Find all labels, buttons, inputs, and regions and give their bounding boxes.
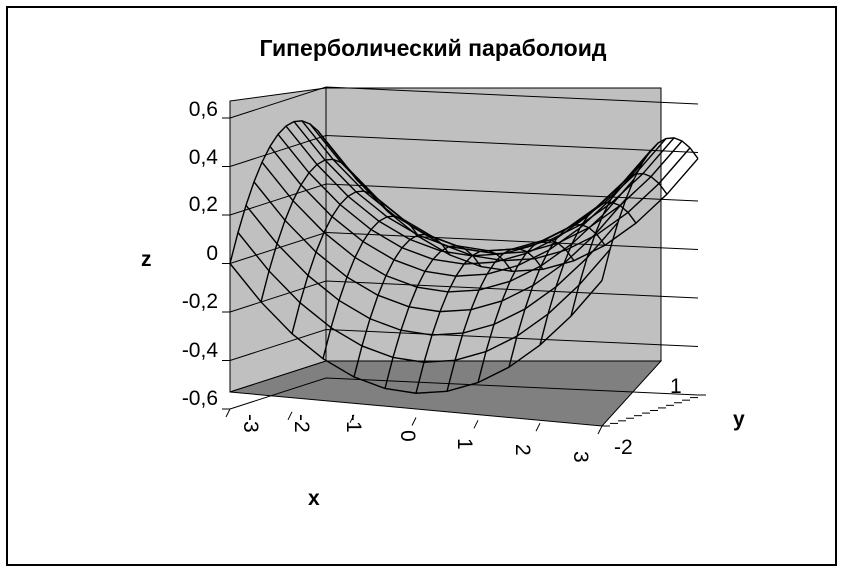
x-tick <box>597 425 603 435</box>
y-tick-label: -2 <box>614 436 633 459</box>
x-tick-labels: -3 -2 -1 0 1 2 3 <box>239 414 592 463</box>
mesh-line-y <box>415 249 513 394</box>
floor <box>229 360 663 427</box>
z-tick-label: 0,4 <box>189 146 219 169</box>
surface-mesh <box>229 120 699 394</box>
x-tick <box>473 420 479 429</box>
x-tick-label: 3 <box>569 451 592 463</box>
gridline <box>229 377 699 410</box>
mesh-line-y <box>477 239 575 383</box>
x-tick-label: -2 <box>290 414 313 433</box>
mesh-line-y <box>570 172 668 317</box>
z-tick-labels: 0,6 0,4 0,2 0 -0,2 -0,4 -0,6 <box>182 98 219 410</box>
mesh-line-y <box>601 137 699 281</box>
z-tick-label: 0 <box>206 242 218 265</box>
mesh-line-y <box>508 223 606 368</box>
z-tick-label: 0,6 <box>189 98 218 121</box>
x-tick <box>349 414 355 423</box>
x-tick-label: -1 <box>342 414 365 433</box>
x-tick-label: 1 <box>453 438 476 450</box>
mesh-line-y <box>384 245 482 389</box>
gridline <box>229 183 699 216</box>
mesh-line-y <box>353 233 451 378</box>
z-gridlines <box>229 86 699 410</box>
x-tick <box>225 408 231 418</box>
x-tick <box>411 417 417 426</box>
y-tick-marks <box>602 394 706 427</box>
gridline <box>229 231 699 264</box>
mesh-line-y <box>260 158 358 303</box>
gridline <box>229 86 699 119</box>
mesh-line-y <box>539 201 637 346</box>
gridline <box>229 280 699 313</box>
chart-title: Гиперболический параболоид <box>260 35 607 61</box>
gridline <box>229 134 699 167</box>
z-tick-label: -0,6 <box>182 387 218 410</box>
gridline <box>229 328 699 361</box>
z-tick-label: -0,4 <box>182 339 219 362</box>
mesh-line-y <box>229 120 327 264</box>
mesh-line-y <box>291 190 389 334</box>
x-tick-label: 2 <box>511 444 534 456</box>
x-tick-marks <box>225 408 603 435</box>
z-axis-label: z <box>141 248 152 271</box>
y-tick-labels: 1 -2 <box>614 375 682 459</box>
x-tick <box>535 422 541 432</box>
y-axis-label: y <box>733 408 745 431</box>
x-axis-label: x <box>308 487 320 510</box>
surface-chart: Гиперболический параболоид 0,6 0,4 0,2 0… <box>141 35 745 510</box>
y-tick-label: 1 <box>670 375 682 398</box>
x-tick-label: 0 <box>396 430 419 442</box>
chart-area: Гиперболический параболоид 0,6 0,4 0,2 0… <box>6 6 837 566</box>
z-tick-label: -0,2 <box>182 290 218 313</box>
z-tick-label: 0,2 <box>189 193 218 216</box>
x-tick <box>287 411 293 421</box>
z-tick-marks <box>222 117 230 410</box>
x-tick-label: -3 <box>239 414 262 433</box>
mesh-line-y <box>322 215 420 359</box>
